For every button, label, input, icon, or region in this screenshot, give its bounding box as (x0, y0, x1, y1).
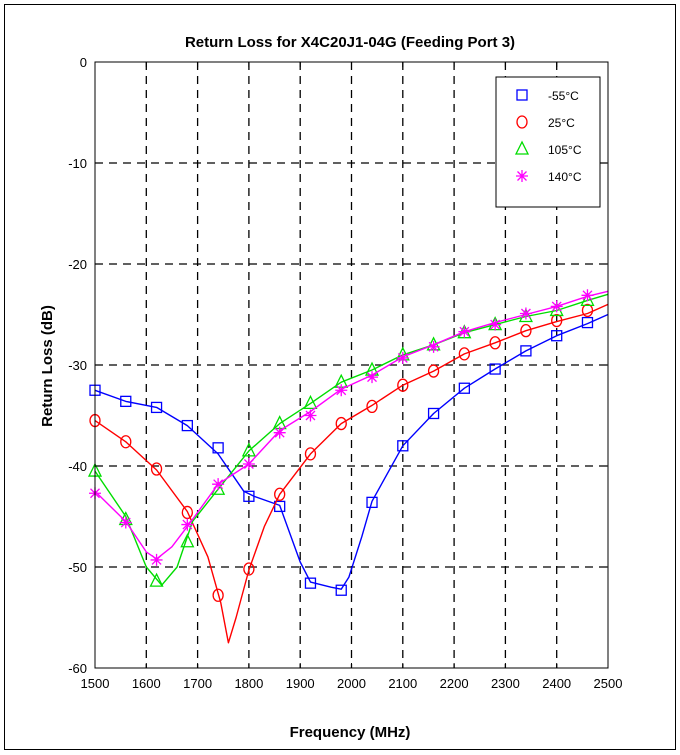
series-3 (89, 289, 609, 566)
data-point-marker (520, 324, 532, 338)
y-tick-label: -40 (68, 459, 87, 474)
legend-marker (514, 140, 530, 155)
data-point-marker (581, 289, 594, 302)
y-axis-label: Return Loss (dB) (39, 305, 56, 427)
data-point-marker (427, 407, 440, 420)
data-point-marker (581, 303, 594, 318)
legend-marker (516, 115, 528, 129)
data-point-marker (335, 584, 347, 596)
x-tick-label: 2500 (594, 676, 623, 691)
data-point-marker (243, 562, 255, 576)
x-tick-label: 1500 (81, 676, 110, 691)
data-point-marker (181, 518, 194, 531)
legend-marker (516, 170, 528, 182)
data-point-marker (120, 395, 132, 408)
data-point-marker (397, 378, 409, 392)
legend-item: 25°C (516, 115, 575, 130)
x-tick-label: 2000 (337, 676, 366, 691)
data-point-marker (274, 487, 286, 501)
data-point-marker (242, 457, 255, 470)
x-tick-label: 1600 (132, 676, 161, 691)
data-point-marker (520, 345, 532, 357)
data-point-marker (489, 318, 502, 331)
legend-label: 105°C (548, 143, 582, 157)
series-line (94, 293, 609, 586)
data-point-marker (181, 505, 193, 520)
data-point-marker (241, 442, 256, 457)
series-line (94, 313, 609, 590)
data-point-marker (120, 435, 132, 449)
legend-label: 140°C (548, 170, 582, 184)
data-point-marker (397, 440, 409, 452)
data-point-marker (580, 291, 595, 307)
data-point-marker (519, 307, 532, 320)
data-point-marker (551, 330, 563, 342)
data-point-marker (489, 336, 501, 350)
data-point-marker (458, 325, 471, 338)
data-point-marker (427, 340, 440, 353)
figure-frame (4, 4, 676, 750)
x-tick-label: 2200 (440, 676, 469, 691)
y-tick-label: -30 (68, 358, 87, 373)
data-point-marker (304, 577, 317, 589)
data-point-marker (550, 300, 563, 313)
x-tick-label: 1800 (234, 676, 263, 691)
y-tick-label: -20 (68, 257, 87, 272)
data-point-marker (581, 316, 594, 329)
data-point-marker (304, 447, 317, 461)
legend-box (495, 76, 601, 208)
x-tick-label: 2300 (491, 676, 520, 691)
data-point-marker (489, 363, 501, 375)
legend-label: 25°C (548, 116, 575, 130)
y-tick-label: 0 (80, 55, 87, 70)
data-point-marker (551, 313, 563, 328)
series-line (94, 303, 609, 644)
y-tick-label: -10 (68, 156, 87, 171)
data-point-marker (335, 416, 347, 431)
x-tick-label: 1700 (183, 676, 212, 691)
x-tick-label: 2400 (542, 676, 571, 691)
data-point-marker (150, 553, 163, 566)
data-point-marker (212, 478, 225, 491)
legend-marker (516, 89, 528, 101)
data-point-marker (212, 442, 224, 454)
data-point-marker (396, 351, 409, 364)
data-point-marker (181, 419, 193, 432)
legend-item: 140°C (516, 170, 582, 184)
y-tick-label: -60 (68, 661, 87, 676)
data-point-marker (366, 371, 379, 384)
data-point-marker (212, 588, 224, 602)
x-axis-label: Frequency (MHz) (290, 724, 411, 741)
data-point-marker (366, 496, 378, 509)
data-point-marker (458, 347, 471, 361)
legend: -55°C 25°C 105°C 140°C (495, 76, 601, 208)
legend-item: 105°C (514, 140, 582, 157)
data-point-marker (149, 572, 164, 587)
legend-item: -55°C (516, 89, 579, 103)
data-point-marker (427, 364, 440, 378)
y-tick-label: -50 (68, 560, 87, 575)
data-point-marker (304, 409, 317, 422)
data-point-marker (335, 384, 348, 397)
data-point-marker (150, 462, 163, 476)
x-tick-label: 1900 (286, 676, 315, 691)
x-tick-label: 2100 (388, 676, 417, 691)
data-point-marker (150, 401, 163, 414)
data-point-marker (458, 382, 471, 394)
data-point-marker (273, 426, 286, 439)
data-point-marker (366, 399, 378, 414)
chart-title: Return Loss for X4C20J1-04G (Feeding Por… (185, 34, 515, 51)
data-point-marker (180, 533, 195, 548)
data-point-marker (303, 394, 318, 410)
data-point-marker (243, 490, 255, 502)
data-point-marker (119, 516, 132, 529)
legend-label: -55°C (548, 89, 579, 103)
